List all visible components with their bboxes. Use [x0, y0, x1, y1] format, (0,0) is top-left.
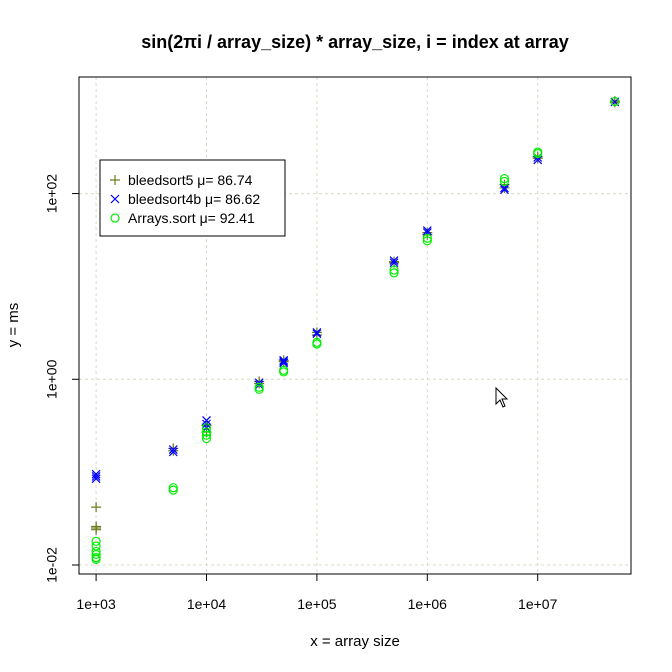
chart-title: sin(2πi / array_size) * array_size, i = … — [141, 32, 569, 52]
data-point-circle — [201, 423, 212, 433]
data-point-cross — [168, 445, 178, 454]
data-point-circle — [312, 339, 322, 349]
data-point-cross — [389, 256, 399, 265]
legend-label-bleedsort4b: bleedsort4b μ= 86.62 — [128, 191, 260, 207]
data-point-circle — [533, 148, 543, 159]
y-axis: 1e-02 1e+00 1e+02 — [44, 174, 80, 583]
x-axis-title: x = array size — [310, 633, 400, 650]
data-point-circle — [201, 430, 212, 440]
series-2 — [91, 96, 620, 564]
y-tick-label: 1e+00 — [44, 359, 60, 399]
data-point-cross — [500, 185, 509, 195]
x-tick-label: 1e+03 — [76, 596, 116, 612]
grid — [79, 77, 631, 574]
legend: bleedsort5 μ= 86.74 bleedsort4b μ= 86.62… — [99, 159, 286, 237]
data-point-circle — [168, 483, 178, 493]
data-point-cross — [202, 416, 211, 425]
data-point-circle — [389, 265, 399, 275]
data-point-circle — [201, 427, 212, 437]
data-point-cross — [279, 357, 289, 367]
legend-marker-circle — [110, 213, 120, 223]
x-tick-label: 1e+05 — [297, 596, 337, 612]
data-point-circle — [91, 549, 101, 560]
legend-box — [99, 159, 286, 237]
legend-label-bleedsort5: bleedsort5 μ= 86.74 — [128, 172, 253, 188]
mouse-cursor-icon — [495, 386, 509, 408]
data-point-circle — [422, 233, 432, 243]
x-axis: 1e+03 1e+04 1e+05 1e+06 1e+07 — [76, 573, 558, 612]
data-point-circle — [201, 433, 212, 444]
data-point-circle — [91, 536, 101, 546]
data-point-cross — [312, 327, 322, 337]
data-point-cross — [533, 155, 543, 165]
data-point-cross — [91, 474, 101, 484]
data-point-circle — [91, 554, 101, 564]
plot-border — [78, 76, 632, 575]
legend-label-arrays-sort: Arrays.sort μ= 92.41 — [128, 210, 255, 226]
legend-marker-cross — [110, 194, 120, 204]
data-point-plus — [389, 256, 400, 267]
legend-markers — [110, 175, 120, 223]
data-point-plus — [91, 502, 102, 513]
data-point-circle — [499, 176, 510, 187]
data-points — [91, 96, 620, 564]
x-tick-label: 1e+07 — [518, 596, 558, 612]
data-point-cross — [91, 471, 101, 481]
y-tick-label: 1e-02 — [44, 547, 60, 583]
data-point-plus — [91, 524, 102, 535]
data-point-circle — [499, 173, 510, 184]
data-point-plus — [168, 445, 179, 456]
data-point-cross — [168, 447, 178, 457]
legend-marker-plus — [110, 175, 120, 185]
y-axis-title: y = ms — [5, 303, 22, 348]
data-point-cross — [254, 378, 264, 388]
data-point-cross — [279, 358, 289, 368]
data-point-circle — [168, 485, 178, 495]
data-point-cross — [500, 183, 509, 193]
y-tick-label: 1e+02 — [44, 174, 60, 214]
data-point-circle — [422, 236, 432, 246]
data-point-circle — [254, 384, 264, 394]
data-point-circle — [389, 268, 399, 278]
data-point-circle — [279, 367, 289, 377]
x-tick-label: 1e+04 — [187, 596, 227, 612]
data-point-cross — [312, 329, 322, 339]
data-point-cross — [422, 226, 432, 235]
data-point-cross — [389, 258, 399, 268]
data-point-circle — [610, 96, 620, 107]
data-point-cross — [279, 355, 289, 365]
x-tick-label: 1e+06 — [408, 596, 448, 612]
